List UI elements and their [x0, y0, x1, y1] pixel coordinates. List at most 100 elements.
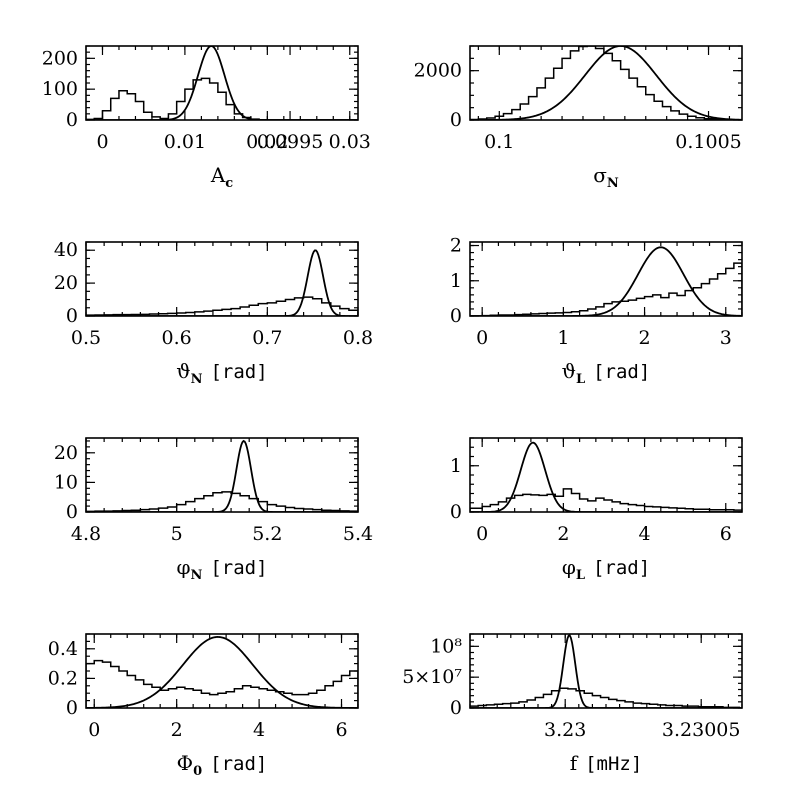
panel-Phi0: 0 2 4 6 0 0.2 0.4 Φ0 [rad]	[48, 633, 359, 779]
panel-f: 3.23 3.23005 0 5×10⁷ 10⁸ f [mHz]	[402, 633, 743, 775]
panel-Ac: 0 0.01 0.02 0.03 0 100 200 Ac	[42, 45, 371, 191]
axis-title-unit: [rad]	[210, 557, 267, 579]
gaussian-curve	[86, 46, 358, 120]
x-tick-label: 2	[171, 719, 183, 741]
gaussian-curve	[86, 249, 358, 316]
y-tick-label: 0	[66, 305, 78, 327]
y-tick-label: 20	[54, 442, 78, 464]
y-tick-label: 100	[42, 78, 78, 100]
x-tick-label: 2	[557, 523, 569, 545]
axis-title-main: ϑ	[176, 359, 190, 383]
axis-title-unit: [mHz]	[585, 753, 642, 775]
histogram-series	[470, 687, 741, 708]
panel-phiN: 4.8 5 5.2 5.4 0 10 20 φN [rad]	[54, 437, 373, 583]
y-tick-label: 0	[450, 109, 462, 131]
plot-frame	[85, 45, 359, 121]
plot-frame	[85, 241, 359, 317]
x-tick-label: 0.02	[246, 131, 288, 153]
plot-area	[470, 246, 742, 316]
x-tick-label: 5.2	[252, 523, 282, 545]
x-axis-title: Ac	[210, 163, 233, 191]
axis-title-unit: [rad]	[593, 361, 650, 383]
histogram-series	[470, 262, 742, 316]
axis-title-main: f	[570, 751, 579, 775]
x-tick-label: 0.7	[252, 327, 282, 349]
panel-thetaN: 0.5 0.6 0.7 0.8 0 20 40 ϑN [rad]	[54, 239, 373, 387]
panel-sigmaN: 0.0995 0.1 0.1005 0 2000 σN	[257, 45, 743, 191]
x-tick-label: 0	[96, 131, 108, 153]
axis-title-unit: [rad]	[210, 753, 267, 775]
x-tick-label: 3.23005	[662, 719, 741, 741]
axis-title-subscript: N	[190, 568, 202, 583]
histogram-series	[86, 659, 358, 708]
x-tick-label: 1	[557, 327, 569, 349]
panel-phiL: 0 2 4 6 0 1 φL [rad]	[450, 437, 743, 583]
x-tick-label: 0.6	[162, 327, 192, 349]
y-tick-label: 0	[450, 305, 462, 327]
y-tick-label: 0.2	[48, 667, 78, 689]
x-axis-title: Φ0 [rad]	[177, 751, 268, 779]
y-tick-label: 5×10⁷	[402, 666, 462, 688]
y-tick-label: 200	[42, 47, 78, 69]
axis-title-subscript: L	[576, 568, 585, 583]
x-axis-title: ϑL [rad]	[562, 359, 651, 387]
x-axis-title: σN	[593, 163, 619, 191]
plot-area	[86, 46, 358, 120]
y-tick-label: 0	[450, 697, 462, 719]
plot-frame	[85, 437, 359, 513]
x-tick-label: 4	[639, 523, 651, 545]
panel-thetaL: 0 1 2 3 0 1 2 ϑL [rad]	[450, 235, 743, 387]
x-tick-label: 6	[335, 719, 347, 741]
x-tick-label: 6	[720, 523, 732, 545]
x-axis-title: φL [rad]	[562, 555, 650, 583]
plot-area	[470, 441, 742, 512]
x-tick-label: 0.1	[484, 131, 514, 153]
x-tick-label: 0.03	[329, 131, 371, 153]
x-tick-label: 0.5	[71, 327, 101, 349]
histogram-series	[470, 488, 742, 512]
axis-title-main: Φ	[177, 751, 193, 775]
x-tick-label: 0.0995	[257, 131, 323, 153]
axis-title-subscript: N	[191, 372, 203, 387]
axis-title-main: ϑ	[562, 359, 576, 383]
x-tick-label: 2	[639, 327, 651, 349]
plot-frame	[469, 241, 743, 317]
axis-title-main: φ	[176, 555, 190, 579]
axis-title-unit: [rad]	[593, 557, 650, 579]
x-tick-label: 5.4	[343, 523, 373, 545]
gaussian-curve	[470, 46, 742, 120]
histogram-series	[86, 77, 358, 120]
axis-title-main: σ	[593, 163, 607, 187]
gaussian-curve	[86, 439, 358, 512]
axis-title-main: φ	[562, 555, 576, 579]
y-tick-label: 2000	[414, 60, 462, 82]
axis-title-unit: [rad]	[210, 361, 267, 383]
y-tick-label: 0	[66, 697, 78, 719]
x-tick-label: 4.8	[71, 523, 101, 545]
y-tick-label: 2	[450, 235, 462, 257]
x-axis-title: ϑN [rad]	[176, 359, 267, 387]
gaussian-curve	[86, 636, 358, 708]
plot-frame	[469, 45, 743, 121]
gaussian-curve	[470, 246, 742, 316]
y-tick-label: 0	[66, 501, 78, 523]
histogram-series	[470, 46, 739, 120]
y-tick-label: 0.4	[48, 638, 78, 660]
x-tick-label: 0	[476, 523, 488, 545]
y-tick-label: 0	[66, 109, 78, 131]
y-tick-label: 1	[450, 455, 462, 477]
plot-area	[470, 46, 742, 120]
axis-title-subscript: 0	[193, 764, 202, 779]
histogram-series	[86, 491, 358, 512]
axis-title-subscript: L	[576, 372, 585, 387]
y-tick-label: 20	[54, 272, 78, 294]
histogram-series	[86, 296, 358, 316]
x-tick-label: 0.1005	[675, 131, 741, 153]
plot-area	[470, 634, 742, 708]
x-tick-label: 3	[720, 327, 732, 349]
x-tick-label: 4	[253, 719, 265, 741]
x-tick-label: 0.8	[343, 327, 373, 349]
plot-area	[86, 439, 358, 512]
x-axis-title: f [mHz]	[570, 751, 643, 775]
